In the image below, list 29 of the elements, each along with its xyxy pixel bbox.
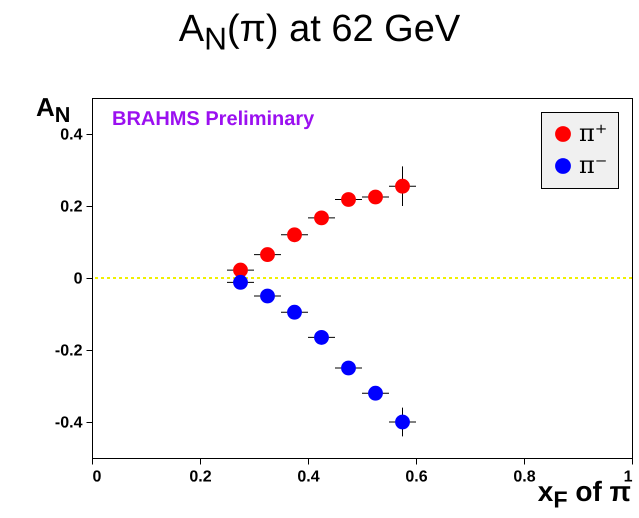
point bbox=[287, 304, 302, 320]
annotation: BRAHMS Preliminary bbox=[112, 108, 314, 131]
point bbox=[341, 192, 356, 207]
y-tick-label: -0.2 bbox=[54, 342, 83, 360]
point bbox=[233, 262, 248, 278]
chart-title: A$_{N}$(π) at 62 GeV bbox=[178, 8, 462, 58]
y-tick-label: 0.2 bbox=[60, 198, 83, 216]
point bbox=[260, 247, 275, 262]
x-tick-label: 0.4 bbox=[297, 468, 320, 486]
y-tick-label: 0.4 bbox=[60, 126, 83, 144]
x-tick-label: 0.2 bbox=[189, 468, 212, 486]
point bbox=[368, 386, 383, 401]
point bbox=[368, 190, 383, 204]
point bbox=[395, 414, 410, 430]
point bbox=[314, 330, 329, 345]
x-tick-label: 0 bbox=[92, 468, 102, 486]
y-tick-label: 0 bbox=[74, 270, 83, 288]
point bbox=[395, 178, 410, 194]
x-tick-label: 0.6 bbox=[405, 468, 428, 486]
point bbox=[341, 360, 356, 376]
point bbox=[287, 227, 302, 242]
x-tick-label: 0.8 bbox=[513, 468, 536, 486]
legend-label: π⁺ bbox=[579, 119, 608, 147]
point bbox=[233, 274, 248, 290]
point bbox=[314, 210, 329, 226]
point bbox=[260, 288, 275, 304]
y-axis-title: A$_{N}$ bbox=[36, 92, 70, 128]
y-tick-label: -0.4 bbox=[54, 414, 83, 432]
legend-label: π⁻ bbox=[579, 151, 608, 179]
